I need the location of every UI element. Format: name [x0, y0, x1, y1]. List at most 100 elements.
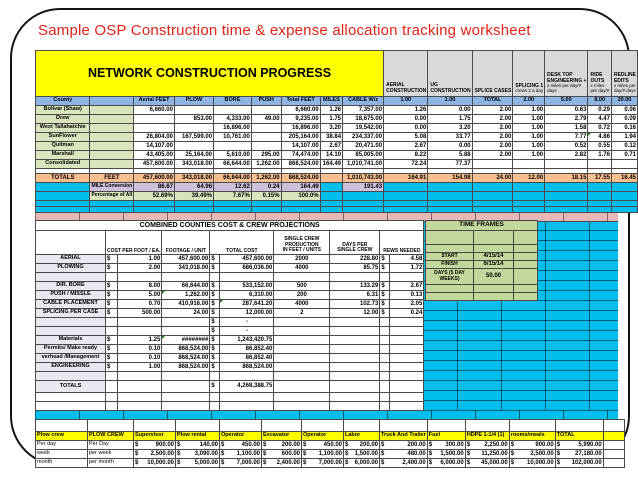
totals-cell: 868,524.00	[280, 173, 321, 183]
cell: 74,474.00	[280, 150, 321, 160]
rate-cell: $7,000.00	[219, 458, 262, 468]
cell	[209, 272, 221, 282]
cell: 4000	[273, 263, 331, 273]
cell	[89, 159, 135, 169]
column-header: 1.00	[427, 96, 473, 106]
percentage-cell	[587, 191, 612, 201]
cell	[329, 353, 381, 363]
totals-cell: 24.00	[471, 173, 514, 183]
rate-cell: $45,000.00	[464, 458, 510, 468]
bottom-column-header: HDPE 1-1/4 (1)	[464, 431, 510, 441]
cell	[35, 392, 106, 402]
cell	[117, 380, 163, 393]
crew-column-header: SPLICING 1 crews 2 a day	[512, 50, 546, 97]
rate-cell: $11,250.00	[464, 449, 510, 459]
cell	[389, 326, 425, 336]
rate-cell: $1,100.00	[301, 449, 344, 459]
rate-cell: $5,990.00	[554, 440, 604, 450]
row-label: Permits/ Make ready	[35, 344, 106, 354]
totals-cell: 18.15	[544, 173, 589, 183]
cell	[34, 206, 91, 213]
days-value: 50.00	[473, 268, 514, 285]
cell	[133, 114, 175, 124]
cell	[329, 371, 381, 381]
cell	[427, 206, 473, 213]
cell: 868,524.00	[219, 362, 275, 372]
cell: 2.00	[471, 114, 514, 124]
cell	[35, 419, 88, 432]
cell	[379, 326, 391, 336]
cell: 1.00	[512, 132, 546, 142]
cell	[301, 419, 344, 432]
cell: 0.71	[610, 150, 638, 160]
table-banner: NETWORK CONSTRUCTION PROGRESS	[34, 50, 385, 97]
percentage-cell: 52.69%	[133, 191, 175, 201]
cell: $	[379, 290, 391, 300]
row-label	[35, 326, 106, 336]
cell: -	[219, 317, 275, 327]
cell: 500.00	[117, 308, 163, 318]
cell	[329, 344, 381, 354]
cell	[117, 272, 163, 282]
cell: 295.00	[250, 150, 282, 160]
cell: $	[104, 353, 119, 363]
column-header: 5.00	[544, 96, 589, 106]
rate-cell: $2,500.00	[508, 449, 556, 459]
cell: 72.24	[383, 159, 429, 169]
cell: 77.37	[427, 159, 473, 169]
cell: 14,107.00	[280, 141, 321, 151]
footage-header: FOOTAGE / UNIT	[161, 230, 211, 255]
cell	[273, 317, 331, 327]
crews-header: REWS NEEDED	[379, 230, 425, 255]
cell: 0.00	[427, 105, 473, 115]
cell	[250, 206, 282, 213]
percentage-cell: 39.49%	[173, 191, 215, 201]
cell	[273, 392, 331, 402]
row-label	[35, 371, 106, 381]
mile-conversion-cell: 0.24	[250, 182, 282, 192]
cell	[250, 105, 282, 115]
cell	[117, 392, 163, 402]
county-name: SunFlower	[34, 132, 91, 142]
column-header: TOTAL	[471, 96, 514, 106]
bottom-column-header: Labor	[343, 431, 380, 441]
cell	[219, 419, 262, 432]
rate-cell: $3,090.00	[175, 449, 220, 459]
cell	[329, 362, 381, 372]
row-label: PUSH / MISSLE	[35, 290, 106, 300]
totals-cell: FEET	[89, 173, 135, 183]
cell: 18,675.00	[342, 114, 385, 124]
cell: 16,896.00	[280, 123, 321, 133]
cell: 86,852.40	[219, 344, 275, 354]
cell: 38.84	[319, 132, 344, 142]
column-header: Aerial FEET	[133, 96, 175, 106]
cell	[89, 150, 135, 160]
totals-cell: 12.00	[512, 173, 546, 183]
cell: 164.49	[319, 159, 344, 169]
cell	[161, 317, 211, 327]
cell: 234,337.00	[342, 132, 385, 142]
cell	[213, 141, 252, 151]
cell	[389, 401, 425, 411]
bottom-column-header: Truck And Trailer	[379, 431, 428, 441]
rate-cell: $5,000.00	[175, 458, 220, 468]
cell: $	[209, 299, 221, 309]
rate-cell: $200.00	[343, 440, 380, 450]
rate-cell: $140.00	[175, 440, 220, 450]
cell	[117, 326, 163, 336]
cell	[89, 132, 135, 142]
crew-column-header: SPLICE CASES	[471, 50, 514, 97]
cell: 43,405.00	[133, 150, 175, 160]
cell	[104, 401, 119, 411]
cell	[329, 380, 381, 393]
cell	[379, 380, 391, 393]
totals-label: TOTALS	[35, 380, 106, 393]
bottom-column-header: Plow rental	[175, 431, 220, 441]
cell	[425, 284, 474, 293]
crew-column-header: UG CONSTRUCTION	[427, 50, 473, 97]
rate-cell: $10,000.00	[508, 458, 556, 468]
rate-cell: $1,500.00	[343, 449, 380, 459]
cell	[35, 401, 106, 411]
row-label: Materials	[35, 335, 106, 345]
